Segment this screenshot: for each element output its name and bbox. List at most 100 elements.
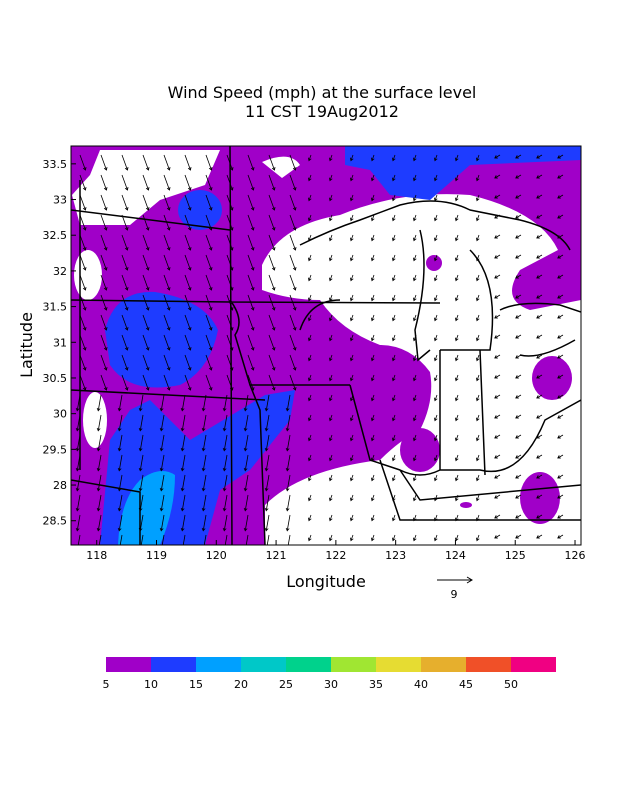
wind-arrow (182, 534, 186, 545)
wind-arrow (515, 254, 522, 259)
wind-arrow (328, 334, 333, 342)
wind-arrow (247, 214, 255, 231)
wind-arrow (349, 254, 354, 262)
wind-arrow (557, 314, 564, 319)
wind-arrow (163, 354, 171, 371)
wind-arrow (454, 354, 459, 362)
wind-arrow (142, 274, 150, 291)
wind-arrow (536, 354, 543, 359)
wind-arrow (117, 394, 123, 412)
wind-arrow (391, 334, 396, 342)
wind-arrow (264, 394, 270, 412)
wind-arrow (285, 434, 291, 452)
borders (71, 146, 581, 545)
wind-arrow (454, 234, 459, 242)
wind-arrow (121, 254, 129, 271)
wind-arrow (557, 474, 564, 479)
wind-arrow (184, 194, 192, 211)
wind-arrow (142, 194, 150, 211)
wind-arrow (515, 534, 522, 539)
colorbar-label: 25 (279, 678, 293, 691)
wind-arrow (264, 474, 270, 492)
wind-arrow (289, 194, 297, 211)
wind-arrow (328, 394, 333, 402)
wind-arrow (264, 414, 270, 432)
wind-arrow (433, 174, 438, 182)
wind-arrow (557, 214, 564, 219)
wind-arrow (370, 274, 375, 282)
wind-arrow (412, 254, 417, 262)
wind-arrow (140, 534, 144, 545)
wind-arrow (328, 174, 333, 182)
wind-arrow (412, 274, 417, 282)
y-tick-label: 31.5 (43, 301, 68, 314)
wind-arrow (268, 374, 276, 391)
wind-arrow (328, 534, 333, 542)
wind-arrow (205, 294, 213, 311)
wind-arrow (349, 414, 354, 422)
wind-arrow (515, 174, 522, 179)
wind-arrow (307, 494, 312, 502)
wind-arrow (370, 314, 375, 322)
wind-arrow (247, 254, 255, 271)
wind-arrow (475, 374, 480, 382)
wind-arrow (494, 274, 501, 279)
wind-arrow (536, 194, 543, 199)
wind-arrow (454, 394, 459, 402)
wind-arrow (201, 454, 207, 472)
wind-arrow (475, 434, 480, 442)
wind-arrow (289, 174, 297, 191)
wind-arrow (307, 434, 312, 442)
y-tick-label: 30.5 (43, 372, 68, 385)
field-below-5 (72, 150, 581, 545)
wind-arrow (515, 314, 522, 319)
wind-arrow (117, 494, 123, 512)
wind-arrow (454, 154, 459, 162)
wind-arrow (349, 234, 354, 242)
wind-arrow (412, 174, 417, 182)
wind-arrow (121, 314, 129, 331)
wind-arrow (289, 334, 297, 351)
wind-arrow (515, 214, 522, 219)
wind-arrow (370, 154, 375, 162)
wind-arrow (557, 254, 564, 259)
wind-arrow (180, 394, 186, 412)
wind-arrow (264, 454, 270, 472)
wind-arrow (370, 254, 375, 262)
wind-arrow (285, 474, 291, 492)
wind-arrow (138, 414, 144, 432)
wind-arrow (349, 154, 354, 162)
wind-arrow (205, 174, 213, 191)
wind-arrow (117, 514, 123, 532)
wind-arrow (307, 474, 312, 482)
wind-arrow (79, 274, 87, 291)
wind-arrow (307, 454, 312, 462)
colorbar-label: 35 (369, 678, 383, 691)
colorbar-box (106, 657, 151, 672)
wind-arrow (370, 234, 375, 242)
wind-arrow (370, 374, 375, 382)
wind-arrow (494, 514, 501, 519)
wind-arrow (100, 334, 108, 351)
wind-arrow (475, 394, 480, 402)
wind-arrow (328, 474, 333, 482)
wind-arrow (142, 354, 150, 371)
wind-arrow (142, 174, 150, 191)
wind-arrow (370, 354, 375, 362)
x-tick-label: 122 (325, 549, 346, 562)
wind-arrow (264, 494, 270, 512)
wind-arrow (494, 194, 501, 199)
wind-arrow (370, 534, 375, 542)
wind-arrow (138, 434, 144, 452)
wind-arrow (121, 294, 129, 311)
wind-arrow (307, 534, 312, 542)
wind-arrow (243, 494, 249, 512)
wind-arrow (79, 354, 87, 371)
colorbar-box (331, 657, 376, 672)
wind-arrow (536, 254, 543, 259)
wind-arrow (412, 434, 417, 442)
wind-arrow (121, 374, 129, 391)
wind-arrow (163, 374, 171, 391)
wind-arrow (307, 354, 312, 362)
wind-arrow (370, 214, 375, 222)
